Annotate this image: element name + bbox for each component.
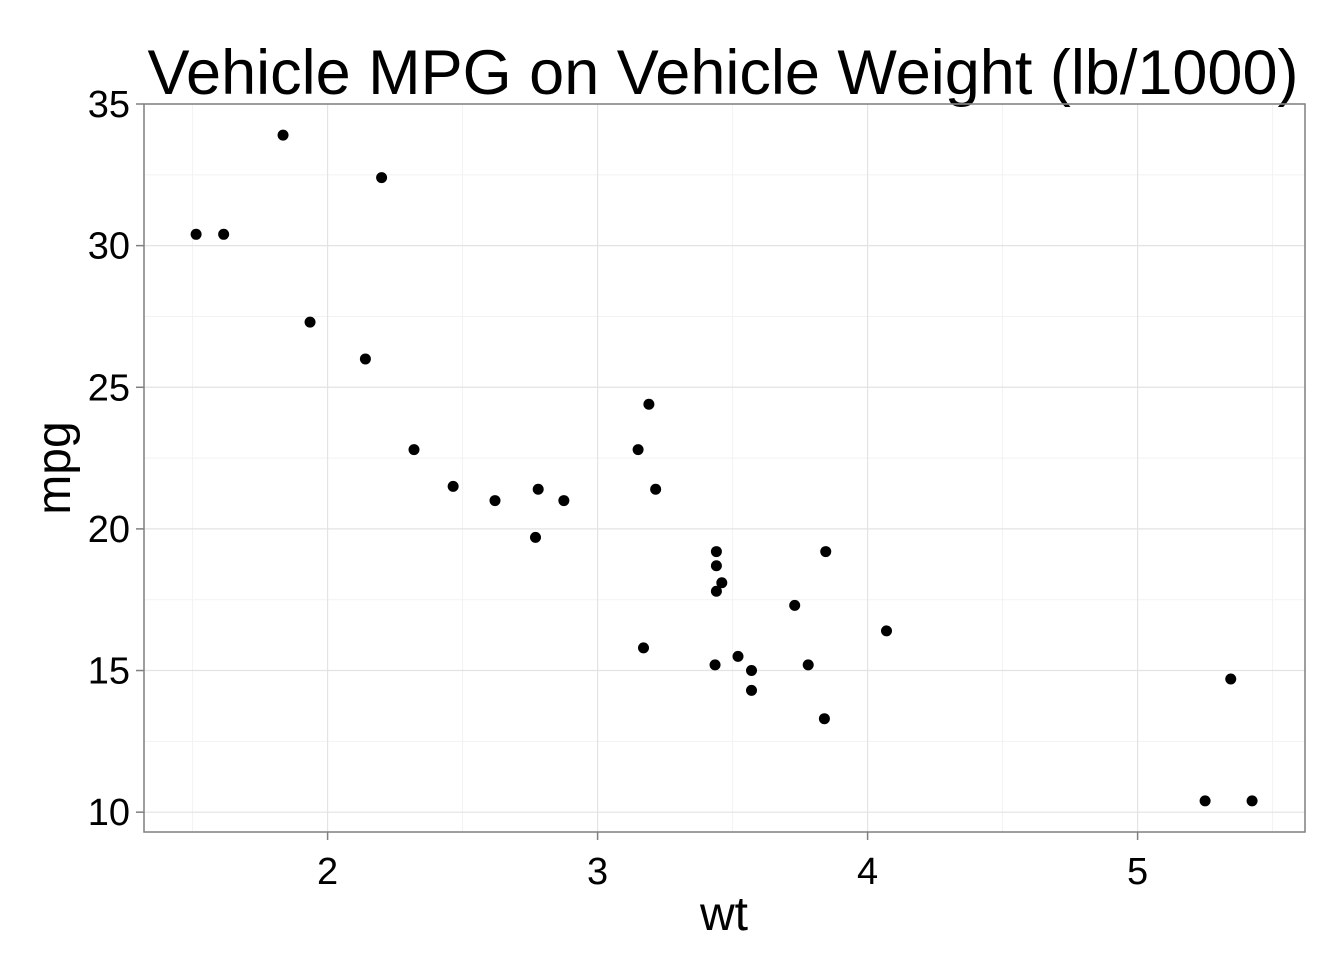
- data-point: [558, 495, 570, 507]
- data-point: [643, 398, 655, 410]
- y-tick-label: 25: [88, 367, 130, 409]
- data-point: [530, 531, 541, 543]
- data-point: [802, 659, 814, 671]
- data-point: [881, 625, 892, 637]
- y-tick-label: 20: [88, 509, 130, 551]
- data-point: [710, 560, 722, 572]
- data-point: [190, 228, 202, 240]
- data-point: [710, 585, 722, 597]
- data-point: [359, 353, 371, 365]
- plot-panel-border: [143, 103, 1306, 833]
- data-point: [746, 665, 757, 677]
- data-point: [304, 316, 316, 328]
- y-axis-ticks: 10 15 20 25 30 35: [88, 84, 144, 834]
- x-axis-title: wt: [699, 888, 748, 941]
- data-point: [489, 495, 501, 507]
- data-point: [818, 713, 830, 725]
- data-point: [447, 480, 459, 492]
- y-tick-label: 15: [88, 651, 130, 693]
- x-axis-ticks: 2 3 4 5: [317, 832, 1148, 893]
- x-tick-label: 3: [587, 851, 608, 893]
- y-tick-label: 10: [88, 792, 130, 834]
- data-point: [746, 684, 757, 696]
- data-point: [1225, 673, 1237, 685]
- data-point: [710, 546, 722, 558]
- data-point: [632, 444, 644, 456]
- x-tick-label: 4: [857, 851, 878, 893]
- data-point: [789, 599, 801, 611]
- data-point: [820, 546, 832, 558]
- data-point: [218, 228, 230, 240]
- x-tick-label: 5: [1127, 851, 1148, 893]
- y-axis-title: mpg: [28, 421, 81, 514]
- data-point: [716, 577, 728, 589]
- data-point: [732, 650, 744, 662]
- data-point: [1199, 795, 1211, 807]
- data-point: [408, 444, 420, 456]
- data-points: [190, 129, 1258, 807]
- data-point: [638, 642, 649, 654]
- major-gridlines: [144, 103, 1305, 832]
- data-point: [650, 483, 662, 495]
- minor-gridlines: [144, 104, 1305, 832]
- chart-title: Vehicle MPG on Vehicle Weight (lb/1000): [148, 38, 1299, 108]
- x-tick-label: 2: [317, 851, 338, 893]
- data-point: [532, 483, 544, 495]
- y-tick-label: 35: [88, 84, 130, 126]
- data-point: [709, 659, 721, 671]
- data-point: [376, 172, 388, 184]
- y-tick-label: 30: [88, 226, 130, 268]
- data-point: [277, 129, 289, 141]
- data-point: [1246, 795, 1258, 807]
